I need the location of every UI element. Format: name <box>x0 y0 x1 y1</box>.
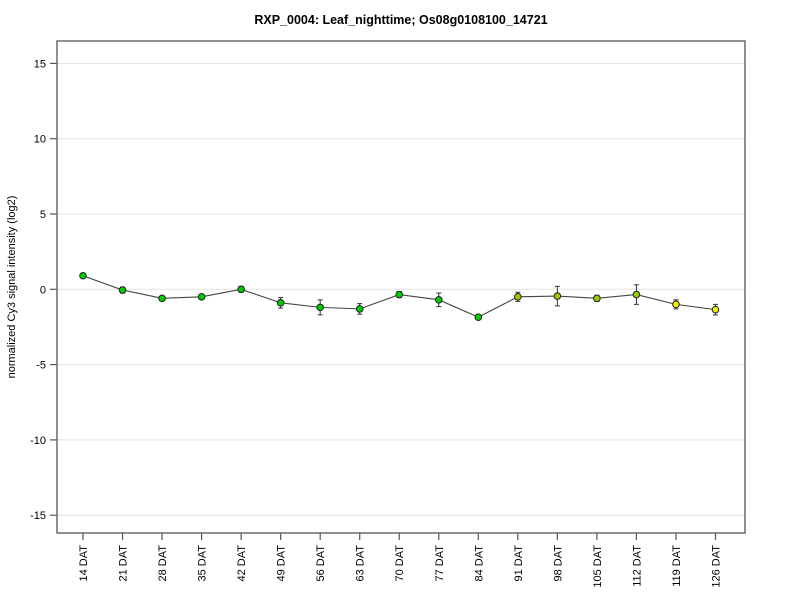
y-tick-label: 5 <box>40 209 46 221</box>
x-tick-label: 119 DAT <box>671 545 683 587</box>
y-tick-label: -10 <box>30 435 46 447</box>
data-point <box>711 305 720 314</box>
x-tick-label: 49 DAT <box>276 545 288 582</box>
x-tick-label: 105 DAT <box>592 545 604 588</box>
x-tick-label: 42 DAT <box>236 545 248 582</box>
x-tick-label: 98 DAT <box>552 545 564 582</box>
x-tick-label: 91 DAT <box>513 545 525 582</box>
x-tick-label: 70 DAT <box>394 545 406 582</box>
data-point <box>434 296 443 304</box>
chart-title: RXP_0004: Leaf_nighttime; Os08g0108100_1… <box>254 13 548 27</box>
x-tick-label: 14 DAT <box>78 545 90 582</box>
data-point <box>79 271 87 280</box>
data-point <box>474 313 483 321</box>
plot-frame <box>56 40 746 534</box>
x-tick-label: 84 DAT <box>473 545 485 582</box>
data-point <box>395 290 404 299</box>
y-tick-label: 0 <box>40 284 46 296</box>
data-point <box>355 305 364 313</box>
y-tick-label: -5 <box>36 360 46 372</box>
data-point <box>632 290 641 299</box>
x-tick-label: 28 DAT <box>157 545 169 582</box>
y-tick-label: 10 <box>34 134 46 146</box>
x-tick-label: 56 DAT <box>315 545 327 582</box>
x-tick-label: 21 DAT <box>118 545 130 582</box>
data-point <box>672 300 680 309</box>
x-tick-label: 35 DAT <box>197 545 209 582</box>
data-point <box>158 294 166 303</box>
data-point <box>553 292 562 300</box>
data-point <box>118 286 127 294</box>
x-tick-label: 112 DAT <box>631 545 643 587</box>
x-tick-label: 63 DAT <box>355 545 367 582</box>
x-tick-label: 77 DAT <box>434 545 446 582</box>
y-tick-label: -15 <box>30 510 46 522</box>
data-point <box>316 303 324 312</box>
data-point <box>276 299 285 307</box>
y-axis-label: normalized Cy3 signal intensity (log2) <box>6 196 18 379</box>
data-point <box>197 293 206 301</box>
data-point <box>593 294 601 303</box>
x-tick-label: 126 DAT <box>710 545 722 588</box>
data-point <box>514 293 522 301</box>
data-point <box>237 285 245 294</box>
y-tick-label: 15 <box>34 58 46 70</box>
